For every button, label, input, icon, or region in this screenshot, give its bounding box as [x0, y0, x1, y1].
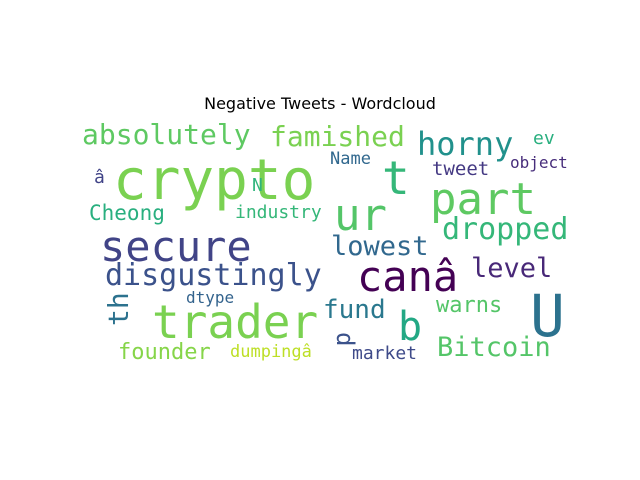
word-4: canâ	[357, 252, 458, 301]
chart-title: Negative Tweets - Wordcloud	[204, 94, 436, 113]
word-22: d	[331, 332, 359, 346]
word-18: founder	[118, 340, 211, 365]
word-30: dtype	[186, 288, 234, 307]
word-12: horny	[417, 125, 513, 163]
word-15: level	[471, 253, 552, 284]
word-13: dropped	[442, 212, 568, 247]
word-11: famished	[270, 120, 405, 153]
word-32: â	[94, 167, 105, 188]
word-28: ev	[533, 128, 555, 149]
word-29: object	[510, 153, 568, 172]
word-0: crypto	[113, 148, 315, 213]
wordcloud: crypto secure trader part canâ ur Udisgustingl…	[82, 118, 568, 365]
word-6: U	[530, 282, 565, 350]
word-2: trader	[152, 295, 318, 349]
word-26: tweet	[432, 158, 489, 180]
word-25: market	[352, 343, 417, 364]
word-8: t	[382, 151, 410, 205]
word-3: part	[430, 174, 536, 225]
word-1: secure	[100, 222, 252, 271]
word-16: Bitcoin	[437, 332, 551, 363]
word-24: dumpingâ	[230, 342, 312, 362]
word-20: th	[102, 292, 135, 326]
word-17: fund	[323, 295, 386, 325]
word-31: N	[252, 175, 263, 196]
word-14: lowest	[331, 231, 429, 262]
word-27: Name	[330, 149, 371, 169]
word-7: disgustingly	[105, 258, 322, 293]
word-21: Cheong	[89, 201, 165, 225]
word-5: ur	[334, 190, 387, 241]
word-10: absolutely	[82, 118, 251, 151]
word-19: warns	[436, 293, 502, 318]
word-23: industry	[235, 202, 322, 223]
word-9: b	[398, 304, 422, 350]
